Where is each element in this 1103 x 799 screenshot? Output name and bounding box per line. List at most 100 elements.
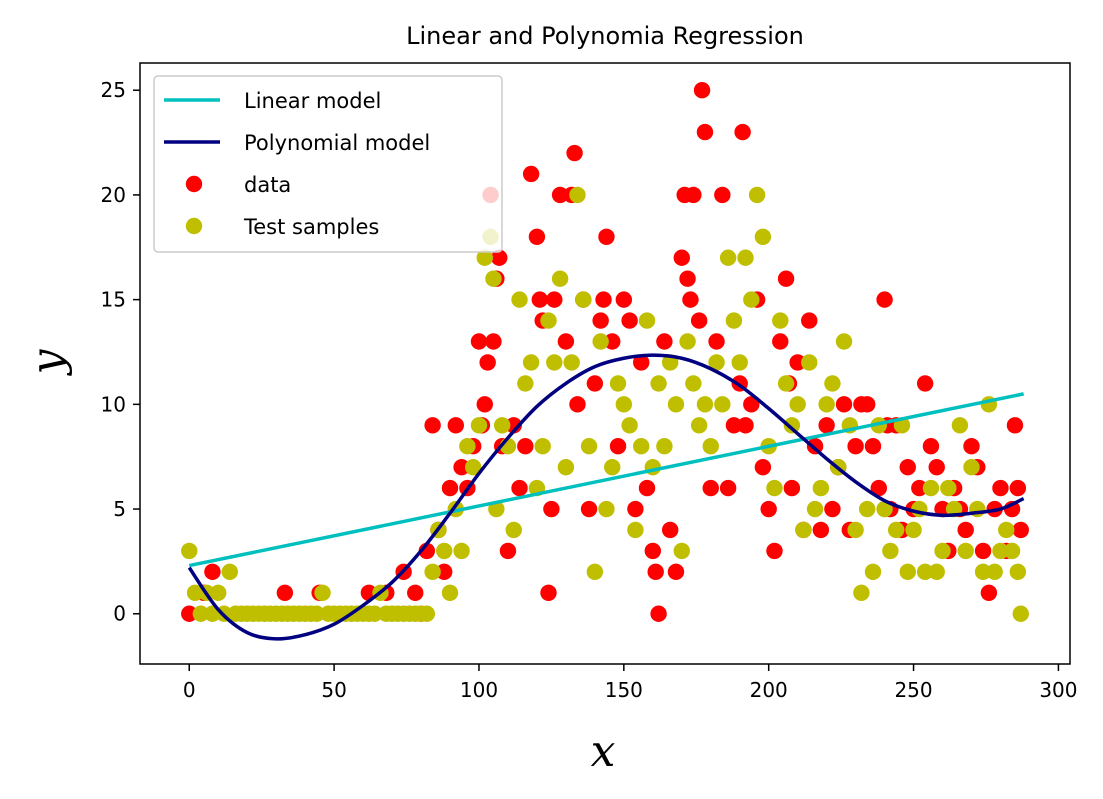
test-sample-point: [777, 375, 795, 392]
test-sample-point: [459, 438, 476, 455]
data-point: [685, 186, 702, 204]
test-sample-point: [192, 605, 210, 622]
data-point: [491, 249, 508, 266]
test-sample-point: [690, 417, 708, 434]
data-point: [835, 396, 853, 413]
legend-item-linear-model: Linear model: [164, 89, 381, 113]
data-point: [580, 500, 598, 518]
legend-item-test-samples: Test samples: [185, 215, 379, 239]
y-tick-label: 25: [101, 78, 126, 102]
data-point: [276, 584, 294, 602]
data-point: [696, 123, 714, 141]
test-sample-point: [679, 333, 696, 350]
data-point: [934, 500, 951, 518]
y-tick-label: 5: [113, 497, 126, 521]
test-sample-point: [186, 584, 204, 602]
data-point: [702, 479, 719, 497]
test-sample-point: [887, 521, 905, 539]
test-sample-point: [604, 458, 621, 476]
data-point: [980, 584, 998, 602]
test-sample-point: [737, 249, 754, 266]
test-sample-point: [314, 584, 331, 602]
test-sample-point: [864, 563, 882, 581]
data-point: [690, 312, 708, 329]
data-point: [760, 500, 777, 518]
test-sample-point: [609, 375, 627, 392]
test-sample-point: [476, 249, 493, 266]
test-sample-point: [992, 542, 1009, 560]
test-sample-point: [974, 563, 992, 581]
test-sample-point: [783, 417, 801, 434]
test-sample-point: [470, 417, 488, 434]
test-sample-point: [673, 542, 690, 560]
test-sample-point: [563, 354, 580, 371]
data-point: [777, 270, 795, 287]
test-sample-point: [522, 354, 540, 371]
test-sample-point: [436, 542, 453, 560]
test-sample-point: [858, 500, 876, 518]
test-sample-point: [308, 605, 325, 622]
legend-label: Test samples: [243, 215, 379, 239]
data-point: [586, 375, 604, 392]
data-point: [714, 186, 731, 204]
test-sample-point: [934, 542, 951, 560]
data-point: [661, 521, 679, 539]
test-sample-point: [812, 479, 830, 497]
data-point: [540, 584, 557, 602]
plot-frame: [139, 62, 1071, 665]
test-sample-point: [418, 605, 436, 622]
data-point: [963, 438, 980, 455]
y-tick-label: 0: [113, 602, 126, 626]
chart-title: Linear and Polynomia Regression: [406, 22, 804, 50]
test-sample-point: [615, 396, 633, 413]
data-point: [708, 333, 725, 350]
data-point: [453, 458, 470, 476]
x-tick-label: 100: [460, 678, 498, 702]
data-point: [595, 291, 612, 308]
test-sample-point: [731, 354, 748, 371]
test-sample-point: [366, 605, 383, 622]
data-point: [858, 396, 876, 413]
data-point: [783, 479, 801, 497]
test-sample-point: [876, 500, 893, 518]
legend-label: data: [244, 173, 291, 197]
test-sample-point: [1009, 563, 1027, 581]
data-point: [679, 270, 696, 287]
data-point: [847, 438, 864, 455]
legend-box: [153, 75, 503, 253]
data-point: [824, 500, 841, 518]
data-point: [604, 333, 621, 350]
test-sample-point: [569, 186, 586, 204]
test-sample-point: [221, 563, 239, 581]
data-point: [647, 563, 664, 581]
x-tick-label: 250: [894, 678, 932, 702]
data-point: [656, 333, 673, 350]
test-sample-point: [801, 354, 818, 371]
data-point: [505, 417, 522, 434]
data-point: [1006, 417, 1024, 434]
test-sample-point: [696, 396, 714, 413]
data-point: [621, 312, 638, 329]
legend: Linear model Polynomial model data Test sam…: [153, 75, 503, 253]
test-sample-point: [210, 584, 227, 602]
polynomial-model-line: [187, 353, 1025, 641]
legend-item-data: data: [185, 173, 291, 197]
data-point: [673, 249, 690, 266]
data-point: [667, 563, 685, 581]
test-sample-point: [598, 500, 615, 518]
test-sample-point: [818, 396, 835, 413]
data-point: [870, 479, 887, 497]
test-sample-point: [725, 312, 743, 329]
data-point: [801, 312, 818, 329]
test-sample-point: [905, 521, 922, 539]
test-sample-point: [181, 542, 198, 560]
data-point: [181, 605, 198, 622]
data-point: [557, 333, 575, 350]
test-sample-point: [963, 458, 980, 476]
series-layer: [181, 82, 1029, 641]
data-point: [754, 458, 772, 476]
data-point: [638, 479, 656, 497]
data-point: [719, 479, 737, 497]
test-sample-point: [998, 521, 1015, 539]
